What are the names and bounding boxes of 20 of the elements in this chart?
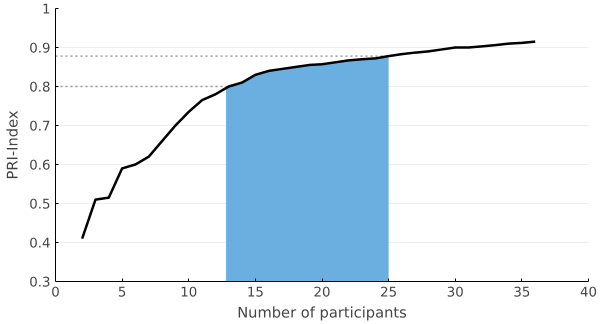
x-tick-label: 30	[446, 286, 464, 300]
y-tick-label: 0.6	[29, 158, 51, 174]
x-tick-label: 20	[314, 286, 330, 300]
x-axis-title: Number of participants	[237, 304, 407, 322]
x-tick-label: 10	[180, 286, 198, 300]
x-tick-label: 25	[380, 286, 398, 300]
x-tick-label: 0	[51, 286, 60, 300]
y-tick-label: 1	[42, 2, 51, 18]
y-tick-label: 0.9	[29, 42, 51, 56]
y-axis-title: PRI-Index	[4, 110, 22, 180]
y-tick-label: 0.7	[29, 120, 51, 134]
y-tick-label: 0.5	[29, 198, 51, 212]
line-series	[80, 40, 536, 240]
x-tick-label: 35	[513, 286, 530, 300]
x-tick-label: 40	[580, 286, 597, 300]
y-tick-label: 0.4	[29, 236, 51, 252]
x-tick-label: 5	[118, 286, 126, 300]
x-tick-label: 15	[246, 286, 264, 300]
y-tick-label: 0.3	[29, 276, 51, 290]
y-tick-label: 0.8	[29, 80, 51, 96]
